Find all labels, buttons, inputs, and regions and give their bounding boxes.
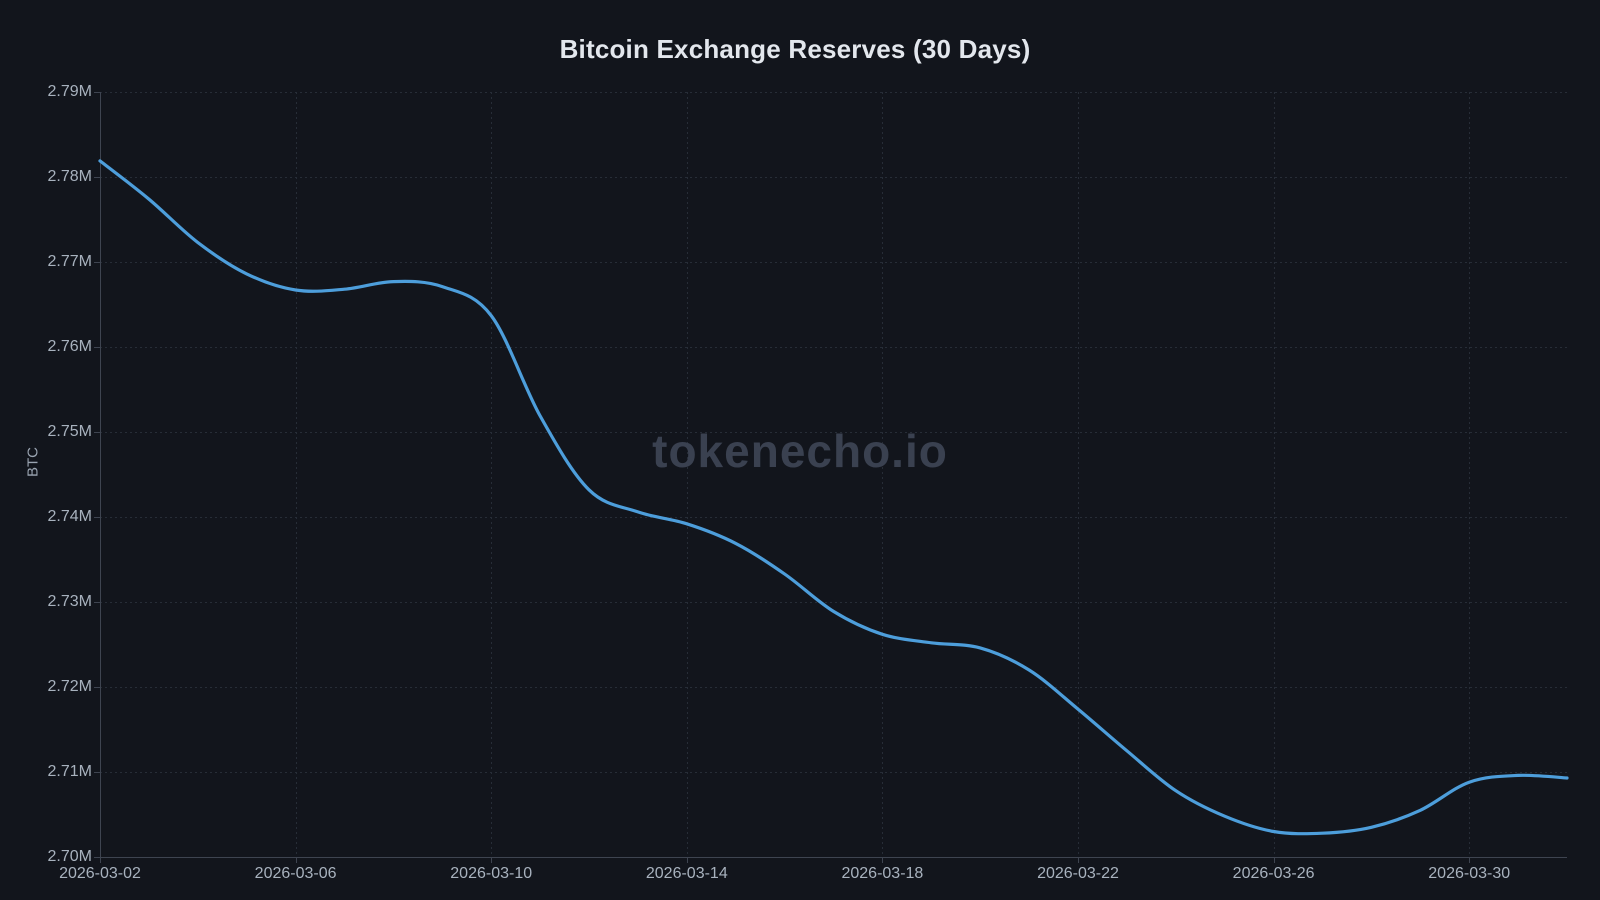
- reserves-line-series: [98, 159, 1569, 836]
- y-tick-label: 2.79M: [47, 83, 92, 100]
- x-tick-label: 2026-03-30: [1428, 865, 1511, 882]
- y-tick-label: 2.77M: [47, 253, 92, 270]
- x-tick-label: 2026-03-26: [1232, 865, 1315, 882]
- y-tick-label: 2.73M: [47, 593, 92, 610]
- x-tick-label: 2026-03-10: [450, 865, 533, 882]
- chart-title: Bitcoin Exchange Reserves (30 Days): [559, 34, 1031, 64]
- y-tick-label: 2.75M: [47, 423, 92, 440]
- y-tick-label: 2.76M: [47, 338, 92, 355]
- y-tick-label: 2.78M: [47, 168, 92, 185]
- x-tick-label: 2026-03-02: [59, 865, 141, 882]
- x-tick-label: 2026-03-22: [1037, 865, 1119, 882]
- x-tick-label: 2026-03-06: [254, 865, 337, 882]
- watermark: tokenecho.io: [652, 425, 948, 477]
- x-tick-label: 2026-03-14: [645, 865, 728, 882]
- y-tick-label: 2.72M: [47, 678, 92, 695]
- y-tick-label: 2.71M: [47, 763, 92, 780]
- y-tick-label: 2.70M: [47, 848, 92, 865]
- x-tick-label: 2026-03-18: [841, 865, 924, 882]
- y-tick-label: 2.74M: [47, 508, 92, 525]
- y-axis-title: BTC: [24, 447, 42, 477]
